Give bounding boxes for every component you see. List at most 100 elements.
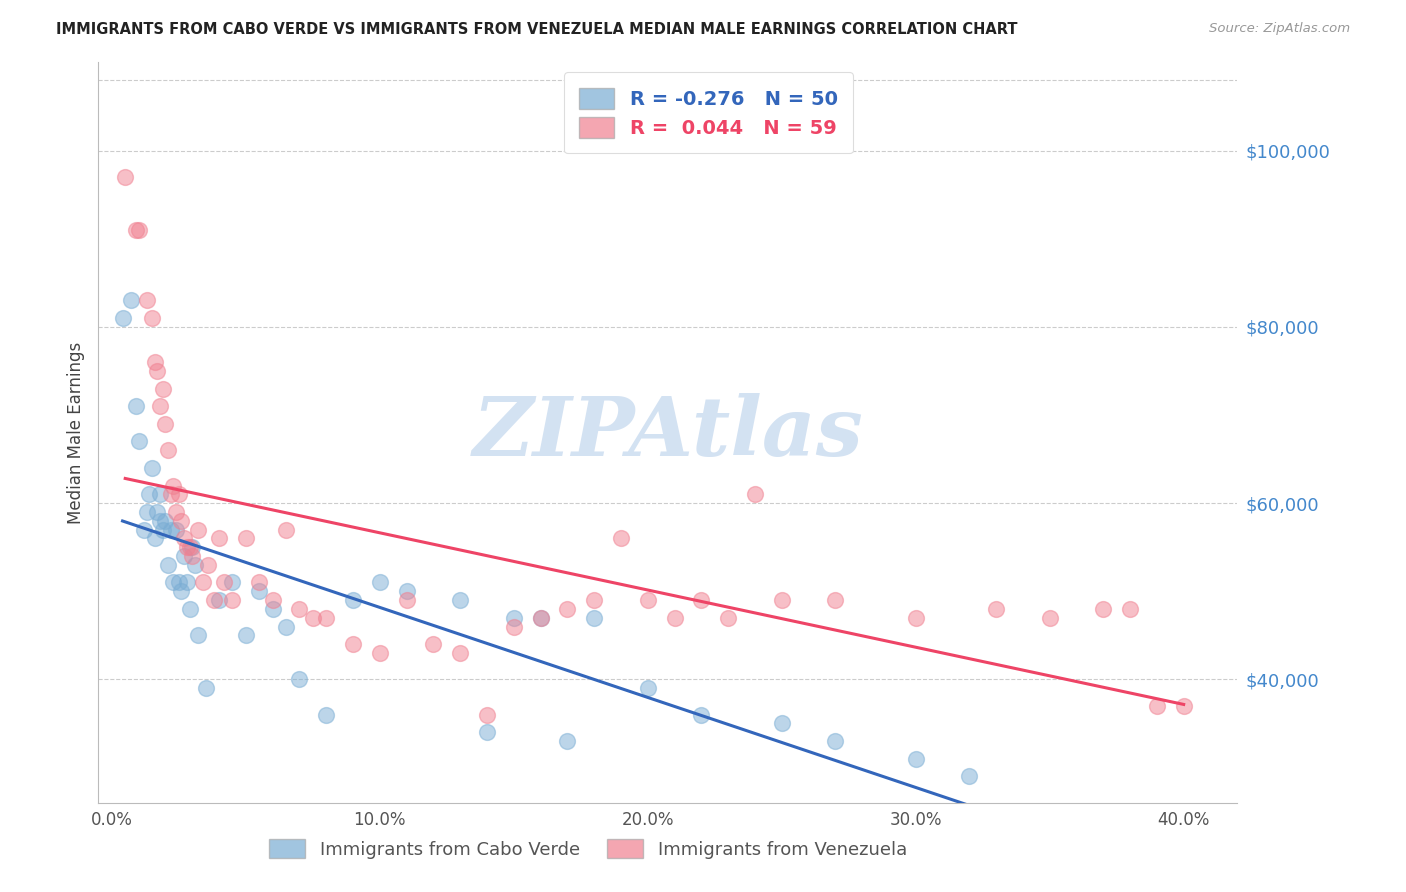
Point [152, 523, 174, 537]
Point [208, 532, 231, 546]
Point [149, 399, 172, 413]
Point [449, 646, 471, 660]
Point [274, 619, 297, 633]
Point [143, 532, 166, 546]
Point [502, 619, 524, 633]
Point [395, 593, 418, 607]
Point [288, 602, 311, 616]
Point [141, 461, 163, 475]
Point [984, 602, 1007, 616]
Point [149, 514, 172, 528]
Point [557, 602, 579, 616]
Point [165, 505, 187, 519]
Point [149, 487, 172, 501]
Point [1146, 698, 1168, 713]
Point [170, 514, 193, 528]
Point [146, 505, 169, 519]
Point [529, 610, 551, 624]
Legend: Immigrants from Cabo Verde, Immigrants from Venezuela: Immigrants from Cabo Verde, Immigrants f… [260, 830, 915, 868]
Point [128, 223, 150, 237]
Point [770, 716, 793, 731]
Point [181, 540, 204, 554]
Point [162, 575, 184, 590]
Y-axis label: Median Male Earnings: Median Male Earnings [66, 342, 84, 524]
Point [155, 514, 177, 528]
Point [221, 575, 243, 590]
Text: IMMIGRANTS FROM CABO VERDE VS IMMIGRANTS FROM VENEZUELA MEDIAN MALE EARNINGS COR: IMMIGRANTS FROM CABO VERDE VS IMMIGRANTS… [56, 22, 1018, 37]
Point [262, 602, 284, 616]
Point [138, 487, 160, 501]
Point [157, 443, 180, 458]
Point [176, 575, 198, 590]
Point [181, 549, 204, 563]
Point [957, 769, 980, 783]
Point [1173, 698, 1195, 713]
Point [167, 487, 190, 501]
Point [770, 593, 793, 607]
Point [173, 532, 195, 546]
Point [187, 523, 209, 537]
Point [690, 707, 713, 722]
Point [135, 505, 157, 519]
Point [717, 610, 740, 624]
Point [152, 382, 174, 396]
Point [274, 523, 297, 537]
Point [170, 584, 193, 599]
Point [155, 417, 177, 431]
Point [141, 311, 163, 326]
Point [176, 540, 198, 554]
Point [173, 549, 195, 563]
Point [132, 523, 155, 537]
Point [125, 223, 148, 237]
Point [368, 646, 391, 660]
Point [191, 575, 214, 590]
Point [583, 593, 606, 607]
Point [143, 355, 166, 369]
Point [146, 364, 169, 378]
Point [247, 575, 270, 590]
Point [824, 734, 846, 748]
Point [637, 681, 659, 696]
Point [475, 725, 498, 739]
Point [1092, 602, 1115, 616]
Point [422, 637, 444, 651]
Point [342, 637, 364, 651]
Point [583, 610, 606, 624]
Point [744, 487, 766, 501]
Point [184, 558, 207, 572]
Point [235, 628, 257, 642]
Point [1039, 610, 1062, 624]
Point [194, 681, 217, 696]
Point [368, 575, 391, 590]
Point [557, 734, 579, 748]
Point [904, 752, 927, 766]
Point [449, 593, 471, 607]
Point [111, 311, 134, 326]
Point [159, 523, 181, 537]
Point [235, 532, 257, 546]
Point [610, 532, 633, 546]
Point [197, 558, 219, 572]
Point [247, 584, 270, 599]
Point [529, 610, 551, 624]
Point [288, 673, 311, 687]
Point [202, 593, 225, 607]
Point [221, 593, 243, 607]
Point [120, 293, 142, 308]
Point [125, 399, 148, 413]
Point [179, 540, 201, 554]
Point [301, 610, 323, 624]
Point [664, 610, 686, 624]
Point [315, 610, 337, 624]
Point [165, 523, 187, 537]
Text: ZIPAtlas: ZIPAtlas [472, 392, 863, 473]
Point [475, 707, 498, 722]
Text: Source: ZipAtlas.com: Source: ZipAtlas.com [1209, 22, 1350, 36]
Point [167, 575, 190, 590]
Point [214, 575, 236, 590]
Point [159, 487, 181, 501]
Point [135, 293, 157, 308]
Point [824, 593, 846, 607]
Point [114, 169, 136, 184]
Point [502, 610, 524, 624]
